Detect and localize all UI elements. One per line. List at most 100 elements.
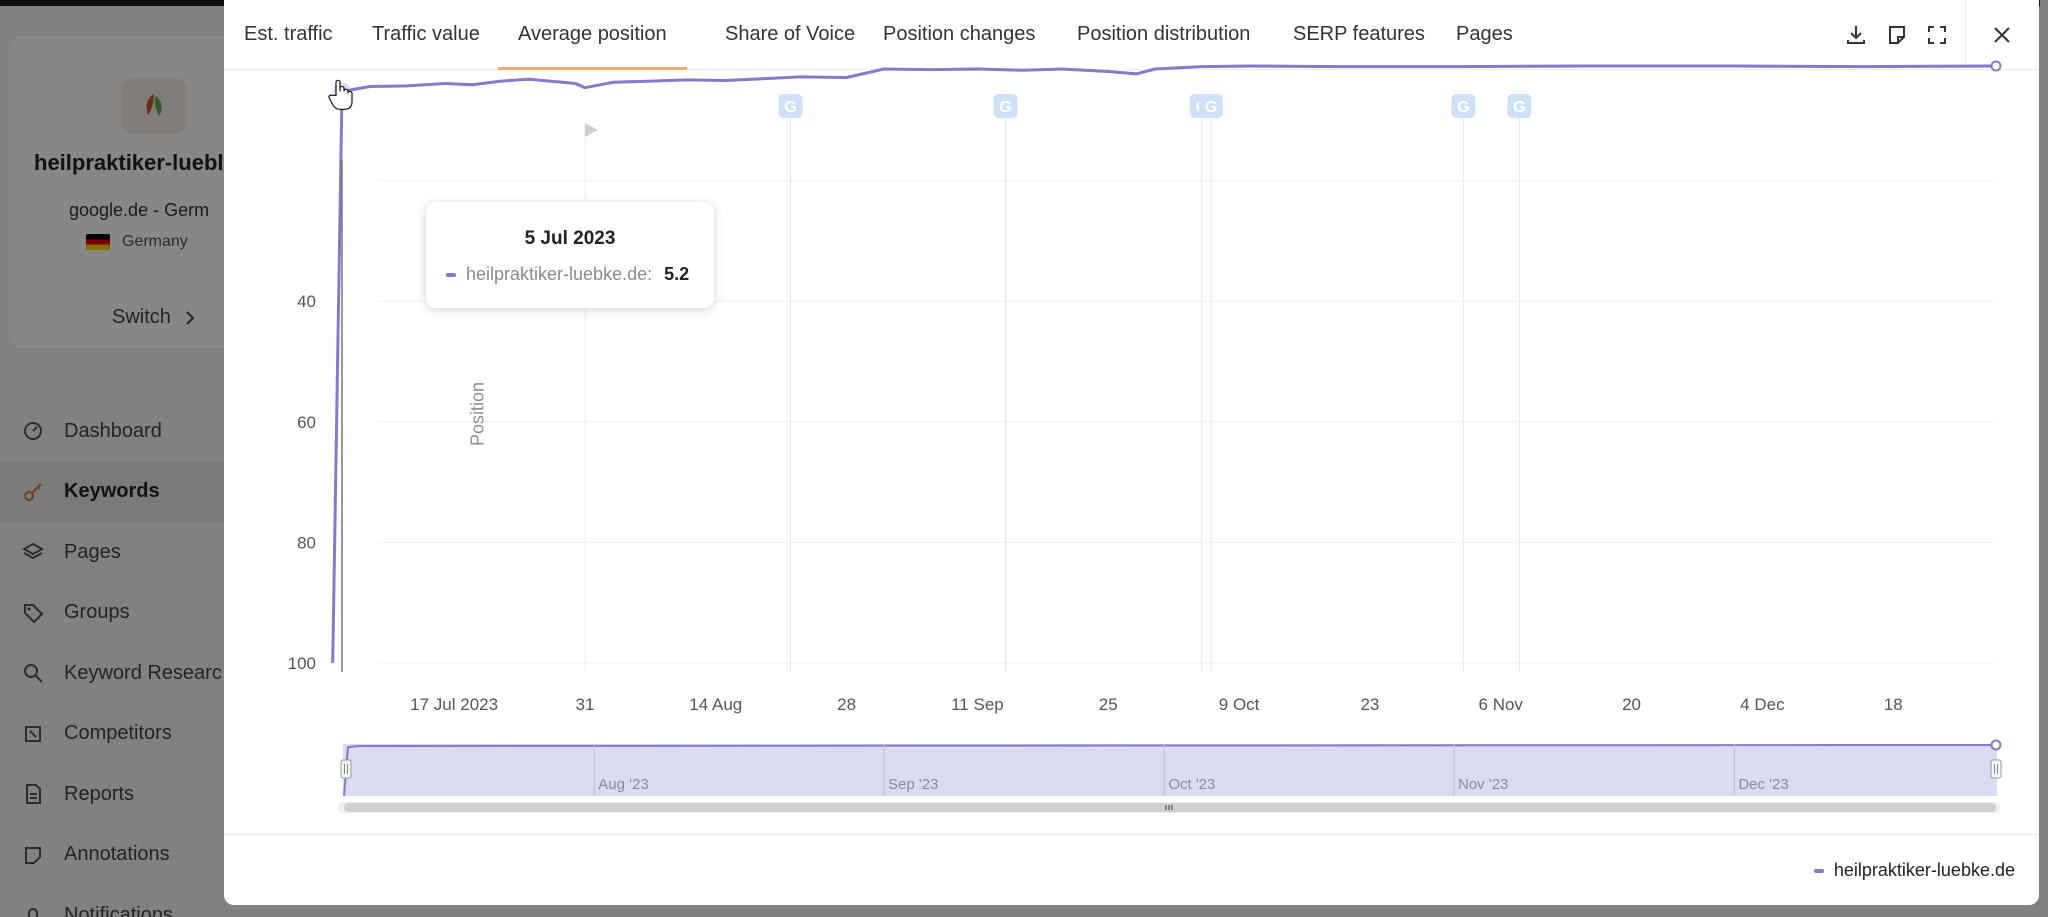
google-update-marker <box>1199 94 1224 118</box>
project-logo <box>121 78 187 134</box>
tab-share-of-voice[interactable]: Share of Voice <box>725 23 856 45</box>
tab-average-position[interactable]: Average position <box>498 0 687 70</box>
x-tick-label: 25 <box>1099 695 1118 714</box>
note-icon <box>1889 26 1905 44</box>
tab-est-traffic[interactable]: Est. traffic <box>244 23 333 45</box>
project-country-label: Germany <box>122 233 188 250</box>
legend-swatch <box>1813 868 1824 873</box>
search-icon <box>22 662 44 684</box>
download-button[interactable] <box>1841 20 1871 50</box>
add-note-button[interactable] <box>1882 20 1912 50</box>
chart-modal: Est. traffic Traffic value Average positio… <box>224 0 2039 905</box>
google-update-marker <box>778 94 803 118</box>
chart-tab-bar: Est. traffic Traffic value Average positio… <box>224 0 2039 70</box>
x-tick-label: 18 <box>1884 695 1903 714</box>
tooltip-value: 5.2 <box>664 264 690 284</box>
google-update-g-icon: G <box>1205 99 1217 116</box>
y-tick-label: 40 <box>297 292 316 311</box>
sidebar-item-dashboard[interactable]: Dashboard <box>0 401 240 462</box>
navigator-left-handle[interactable] <box>340 759 352 779</box>
sidebar-item-notifications[interactable]: Notifications <box>0 885 240 917</box>
tooltip-series-name: heilpraktiker-luebke.de: <box>466 264 653 284</box>
project-name: heilpraktiker-luebl <box>34 150 224 175</box>
germany-flag-icon <box>86 234 110 250</box>
sidebar-item-annotations[interactable]: Annotations <box>0 825 240 886</box>
report-icon <box>22 783 44 805</box>
sidebar-item-label: Notifications <box>64 903 173 917</box>
navigator-month-label: Dec '23 <box>1738 776 1788 793</box>
tooltip-date: 5 Jul 2023 <box>524 228 616 249</box>
x-tick-label: 11 Sep <box>951 695 1004 714</box>
tooltip-row: heilpraktiker-luebke.de: 5.2 <box>446 264 689 285</box>
y-axis-title: Position <box>467 381 488 447</box>
sidebar-item-label: Annotations <box>64 843 170 866</box>
sidebar-item-keywords[interactable]: Keywords <box>0 461 240 522</box>
y-tick-label: 80 <box>297 533 316 552</box>
x-tick-label: 4 Dec <box>1740 695 1785 714</box>
sidebar-nav: Dashboard Keywords Pages Groups Keyword Rese… <box>0 401 240 917</box>
close-icon <box>1994 27 2010 43</box>
chevron-right-icon <box>186 310 195 325</box>
fullscreen-button[interactable] <box>1922 20 1952 50</box>
project-country: Germany <box>86 233 188 251</box>
navigator-month-label: Oct '23 <box>1168 776 1215 793</box>
switch-label: Switch <box>112 306 171 328</box>
navigator-month-label: Sep '23 <box>888 776 938 793</box>
google-update-g-icon: G <box>784 99 796 116</box>
navigator-selection <box>343 744 1997 796</box>
google-update-marker <box>1507 94 1532 118</box>
sidebar-item-label: Groups <box>64 601 130 624</box>
google-update-g-icon: G <box>1457 99 1469 116</box>
fullscreen-icon <box>1928 26 1946 44</box>
y-tick-label: 60 <box>297 413 316 432</box>
project-search-engine: google.de - Germ <box>69 200 210 220</box>
x-tick-label: 17 Jul 2023 <box>410 695 498 714</box>
close-button[interactable] <box>1987 20 2017 50</box>
x-tick-label: 23 <box>1360 695 1379 714</box>
page-right-edge <box>2040 0 2048 917</box>
x-tick-label: 31 <box>575 695 594 714</box>
x-tick-label: 14 Aug <box>689 695 742 714</box>
sidebar-item-label: Keywords <box>64 480 160 503</box>
sidebar-item-keyword-researc[interactable]: Keyword Researc <box>0 643 240 704</box>
hand-cursor-icon <box>328 79 353 111</box>
layers-icon <box>22 541 44 563</box>
sidebar-item-reports[interactable]: Reports <box>0 764 240 825</box>
x-tick-label: 20 <box>1622 695 1641 714</box>
navigator-last-point <box>1990 739 2002 751</box>
bell-icon <box>22 904 44 917</box>
series-line <box>331 64 1997 664</box>
x-tick-label: 28 <box>837 695 856 714</box>
tab-position-distribution[interactable]: Position distribution <box>1077 23 1251 45</box>
tooltip-series-swatch <box>446 272 456 277</box>
tab-serp-features[interactable]: SERP features <box>1293 23 1425 45</box>
google-update-g-icon: G <box>999 99 1011 116</box>
annotation-flag-icon <box>584 123 598 137</box>
dashboard-icon <box>22 420 44 442</box>
sidebar-item-competitors[interactable]: Competitors <box>0 704 240 765</box>
navigator-right-handle[interactable] <box>1990 759 2002 779</box>
switch-project-button[interactable]: Switch <box>112 306 195 329</box>
sidebar-item-label: Keyword Researc <box>64 661 222 684</box>
tab-traffic-value[interactable]: Traffic value <box>372 23 480 45</box>
navigator-scrollbar-thumb[interactable] <box>344 803 1996 812</box>
chart-tooltip: 5 Jul 2023 heilpraktiker-luebke.de: 5.2 <box>426 202 714 308</box>
sidebar-item-pages[interactable]: Pages <box>0 522 240 583</box>
toolbar-separator <box>1965 0 1966 70</box>
annotation-icon <box>22 844 44 866</box>
chart-legend-item[interactable]: heilpraktiker-luebke.de <box>1813 860 2015 881</box>
download-icon <box>1847 26 1865 44</box>
navigator-month-label: Aug '23 <box>598 776 648 793</box>
sidebar-item-label: Reports <box>64 782 135 805</box>
tab-pages[interactable]: Pages <box>1456 23 1513 45</box>
leaf-logo-icon <box>146 94 162 116</box>
google-update-marker <box>993 94 1018 118</box>
x-tick-label: 6 Nov <box>1479 695 1524 714</box>
tab-position-changes[interactable]: Position changes <box>883 23 1036 45</box>
google-update-g-icon: G <box>1513 99 1525 116</box>
competitors-icon <box>22 723 44 745</box>
legend-label: heilpraktiker-luebke.de <box>1833 860 2015 880</box>
y-tick-label: 100 <box>288 654 316 673</box>
sidebar-item-groups[interactable]: Groups <box>0 583 240 644</box>
